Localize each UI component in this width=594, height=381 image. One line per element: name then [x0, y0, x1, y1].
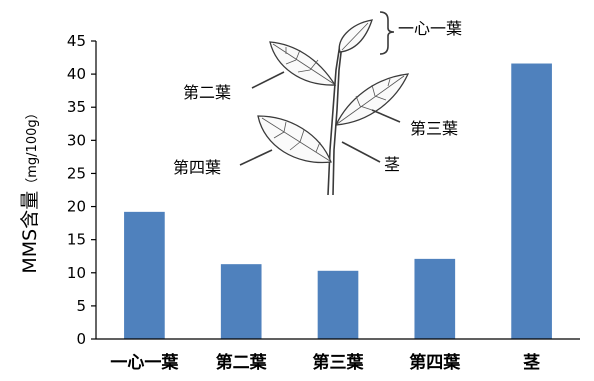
third-leaf-pointer	[371, 109, 401, 123]
bar-5	[511, 63, 552, 339]
y-axis-label: MMS含量	[19, 191, 41, 274]
fourth-leaf-shape	[257, 115, 332, 164]
bar-4	[414, 258, 456, 339]
y-axis-ticks: 0 5 10 15 20 25 30 35 40 45	[67, 32, 96, 348]
y-axis-unit: （mg/100g）	[25, 106, 40, 190]
y-tick-label: 5	[76, 297, 86, 315]
y-tick-label: 15	[67, 231, 86, 249]
bar-2	[220, 264, 262, 339]
y-tick-label: 25	[67, 164, 86, 182]
tea-plant-illustration: 一心一葉 第二葉 第三葉 第四葉 茎	[173, 11, 462, 196]
y-tick-label: 30	[67, 131, 86, 149]
second-leaf-pointer	[251, 71, 285, 89]
svg-text:MMS含量（mg/100g）: MMS含量（mg/100g）	[19, 106, 41, 273]
bar-1	[124, 211, 165, 339]
x-category-label: 第二葉	[216, 352, 268, 373]
stem-shape	[327, 43, 341, 196]
label-second-leaf: 第二葉	[183, 83, 231, 102]
y-tick-label: 40	[67, 65, 86, 83]
y-tick-label: 35	[67, 98, 86, 116]
stem-pointer	[341, 141, 381, 163]
x-category-label: 第四葉	[409, 352, 461, 373]
bar-3	[317, 270, 359, 339]
label-stem: 茎	[384, 155, 400, 174]
fourth-leaf-pointer	[239, 149, 273, 166]
x-category-label: 茎	[523, 353, 540, 373]
stem-shape-outline	[332, 43, 343, 196]
top-brace	[379, 11, 395, 55]
bars	[124, 63, 552, 339]
label-first-leaf: 一心一葉	[398, 19, 462, 38]
y-tick-label: 20	[67, 198, 86, 216]
label-fourth-leaf: 第四葉	[173, 158, 221, 177]
y-axis-title: MMS含量（mg/100g）	[19, 106, 41, 273]
x-category-label: 一心一葉	[110, 352, 179, 373]
y-tick-label: 45	[67, 32, 86, 50]
y-tick-label: 0	[76, 330, 86, 348]
x-category-label: 第三葉	[313, 352, 365, 373]
x-axis-labels: 一心一葉 第二葉 第三葉 第四葉 茎	[110, 352, 540, 373]
y-tick-label: 10	[67, 264, 86, 282]
label-third-leaf: 第三葉	[410, 119, 458, 138]
